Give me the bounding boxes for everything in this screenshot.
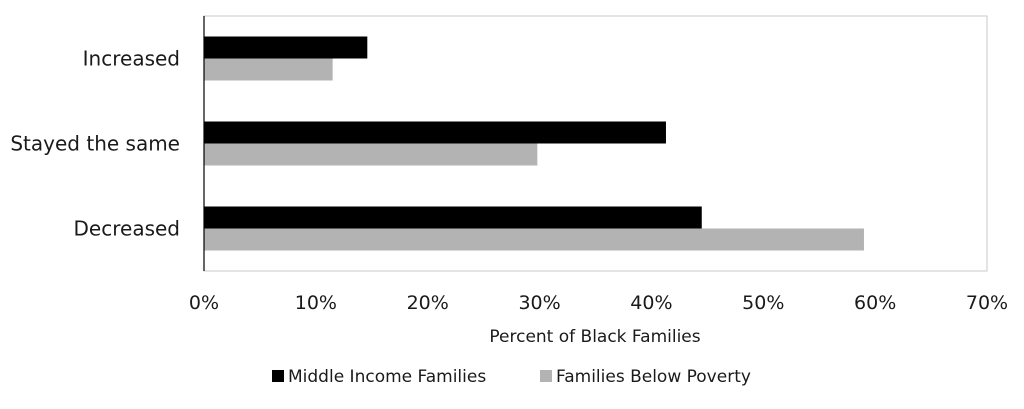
x-axis-title: Percent of Black Families: [489, 327, 700, 347]
bar-families-below-poverty-increased: [204, 58, 333, 81]
x-tick-label: 30%: [518, 292, 560, 314]
category-label-stayed-the-same: Stayed the same: [10, 132, 180, 156]
category-labels: Increased Stayed the same Decreased: [10, 47, 180, 241]
x-tick-label: 20%: [407, 292, 449, 314]
x-tick-label: 70%: [966, 292, 1008, 314]
legend-swatch-families-below-poverty: [540, 370, 552, 382]
bar-middle-income-families-decreased: [204, 206, 702, 229]
bar-middle-income-families-stayed-the-same: [204, 121, 666, 144]
legend-label-families-below-poverty: Families Below Poverty: [556, 367, 751, 387]
x-tick-label: 0%: [189, 292, 219, 314]
bar-middle-income-families-increased: [204, 36, 368, 59]
category-label-increased: Increased: [83, 47, 180, 71]
x-tick-label: 50%: [742, 292, 784, 314]
x-tick-label: 60%: [854, 292, 896, 314]
legend-swatch-middle-income-families: [272, 370, 284, 382]
legend: Middle Income Families Families Below Pov…: [272, 367, 751, 387]
bar-families-below-poverty-decreased: [204, 228, 864, 251]
x-tick-labels: 0% 10% 20% 30% 40% 50% 60% 70%: [189, 292, 1008, 314]
category-label-decreased: Decreased: [74, 217, 180, 241]
bar-families-below-poverty-stayed-the-same: [204, 143, 538, 166]
bars-layer: [204, 36, 864, 251]
legend-label-middle-income-families: Middle Income Families: [288, 367, 486, 387]
x-tick-label: 40%: [630, 292, 672, 314]
x-tick-label: 10%: [295, 292, 337, 314]
